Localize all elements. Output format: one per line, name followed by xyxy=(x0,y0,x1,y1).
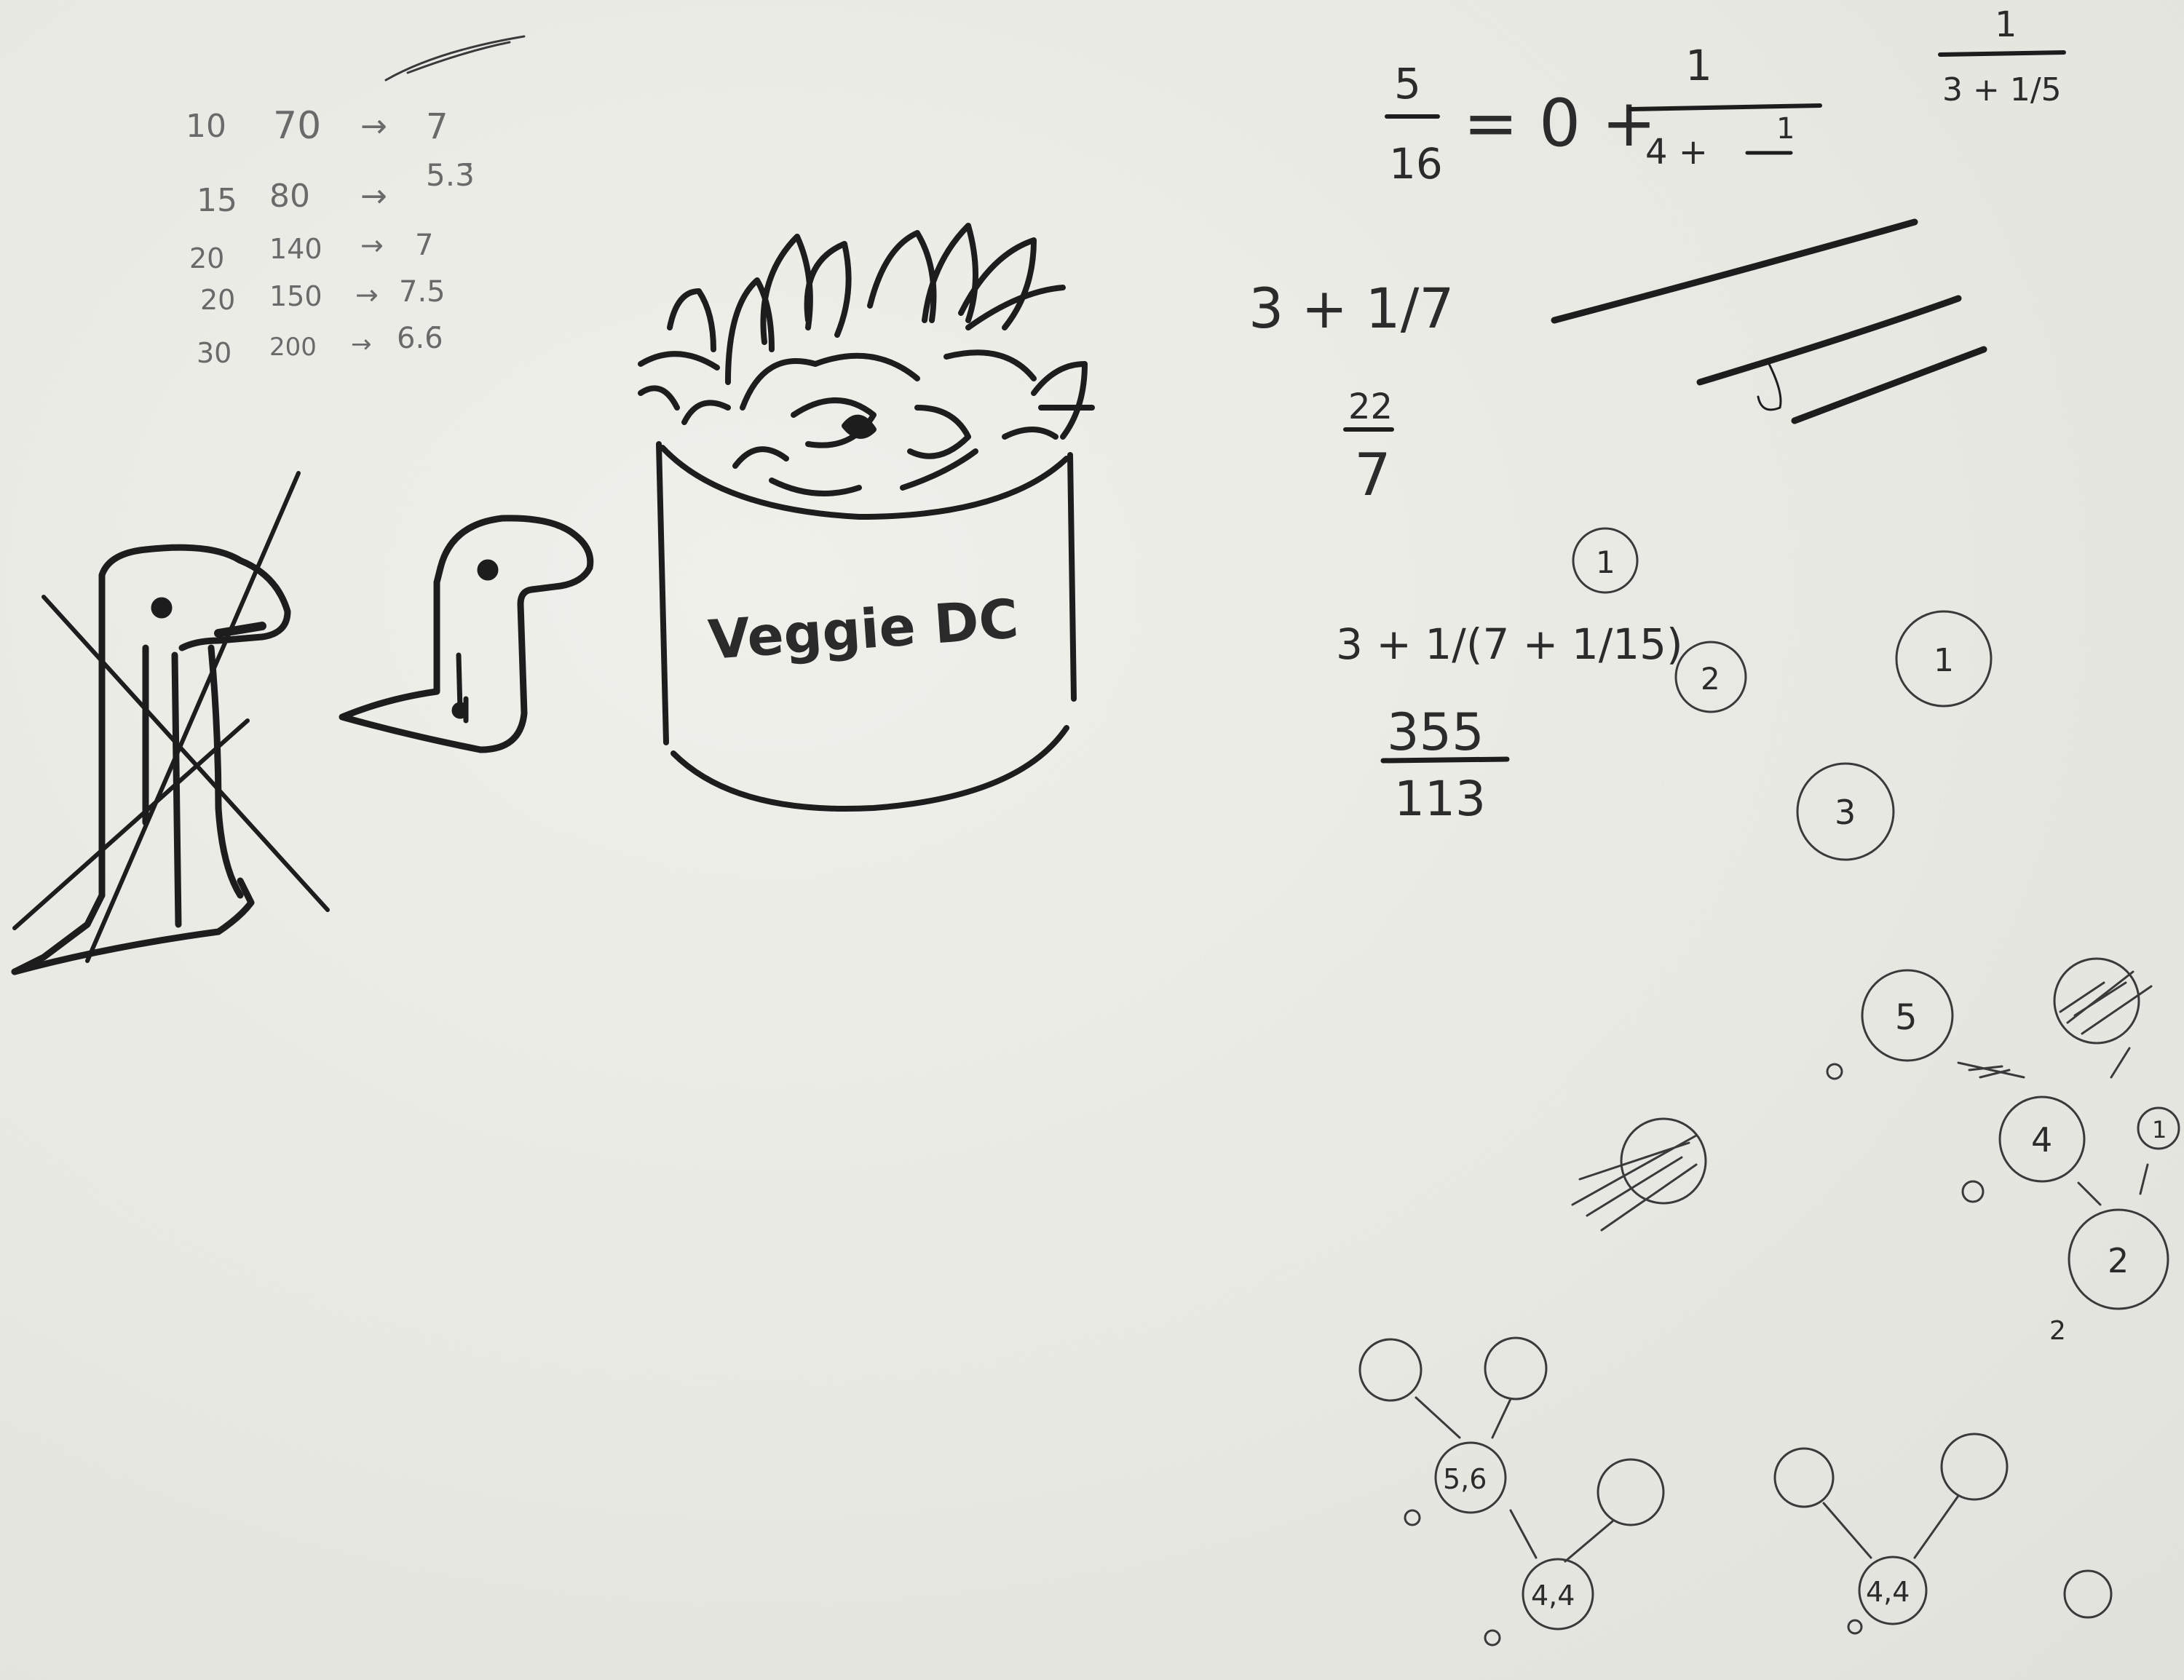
scribble xyxy=(1957,1061,2025,1079)
frac355-denominator: 113 xyxy=(1394,771,1486,827)
row-a: 20 xyxy=(189,242,224,274)
tiny-circle xyxy=(1826,1063,1843,1080)
node-label: 5 xyxy=(1895,997,1918,1038)
row-arrow: → xyxy=(351,330,372,359)
frac22-numerator: 22 xyxy=(1348,387,1393,427)
node-label: 4 xyxy=(2031,1120,2052,1160)
node: 3 xyxy=(1796,762,1895,861)
node-diagram: 1 2 1 3 5 4 1 xyxy=(1571,527,2180,1346)
approx-2: 3 + 1/(7 + 1/15) xyxy=(1336,619,1683,669)
row-b: 200 xyxy=(269,333,317,362)
node-label: 1 xyxy=(2152,1116,2167,1144)
tree-root-label: 5,6 xyxy=(1443,1463,1487,1495)
row-arrow: → xyxy=(355,279,379,311)
node-label: 2 xyxy=(1701,661,1720,697)
table-row: 20 150 → 7.5 xyxy=(200,275,446,316)
row-b: 150 xyxy=(269,280,323,312)
pi-approximations: 3 + 1/7 22 7 3 + 1/(7 + 1/15) 355 113 xyxy=(1249,276,1683,827)
cf-numerator: 1 xyxy=(1685,41,1712,90)
row-b: 70 xyxy=(273,104,321,148)
slanted-strokes xyxy=(1551,218,1987,424)
tree-root-label: 4,4 xyxy=(1866,1576,1910,1608)
topright-numerator: 1 xyxy=(1995,4,2017,45)
cf-denominator: 4 + xyxy=(1645,132,1708,173)
tree-diagram-1: 5,6 4,4 xyxy=(1358,1336,1665,1647)
row-b: 80 xyxy=(269,178,310,215)
node: 1 xyxy=(1895,610,1993,708)
row-a: 20 xyxy=(200,284,235,316)
node: 2 xyxy=(1674,641,1747,713)
pencil-scribble xyxy=(384,35,526,82)
scribbled-node xyxy=(1571,1117,1707,1232)
node: 2 xyxy=(2068,1208,2169,1310)
row-arrow: → xyxy=(360,178,387,215)
tree-root-label: 4,4 xyxy=(1531,1580,1575,1612)
crossed-out-creature-drawing xyxy=(11,471,330,975)
pencil-table: 10 70 → 7 15 80 → 5.3̄ 20 140 → 7 20 150… xyxy=(186,35,526,369)
fraction-denominator: 16 xyxy=(1389,139,1443,189)
snake-drawing xyxy=(339,515,594,753)
table-row: 15 80 → 5.3̄ xyxy=(197,157,475,219)
tiny-circle xyxy=(1961,1180,1985,1203)
frac22-denominator: 7 xyxy=(1354,441,1391,509)
equation-rhs: = 0 + xyxy=(1463,85,1656,162)
row-b: 140 xyxy=(269,233,323,265)
row-c: 7 xyxy=(415,229,433,262)
node: 1 xyxy=(2137,1106,2180,1150)
node: 5 xyxy=(1861,969,1954,1062)
table-row: 30 200 → 6.6̄ xyxy=(197,322,443,369)
node: 4 xyxy=(1998,1095,2086,1183)
row-c: 6.6̄ xyxy=(397,322,443,355)
row-arrow: → xyxy=(360,229,384,261)
node: 1 xyxy=(1572,527,1639,594)
row-c: 7 xyxy=(426,106,448,147)
node-label: 1 xyxy=(1934,642,1954,679)
row-a: 30 xyxy=(197,337,232,369)
row-arrow: → xyxy=(360,108,387,145)
frac355-numerator: 355 xyxy=(1387,702,1484,762)
continued-fraction-work: 5 16 = 0 + 1 4 + 1 1 3 + 1/5 xyxy=(1385,4,2066,189)
row-a: 15 xyxy=(197,182,237,219)
node-label: 2 xyxy=(2108,1241,2129,1280)
table-row: 10 70 → 7 xyxy=(186,104,448,148)
approx-1: 3 + 1/7 xyxy=(1249,276,1455,341)
cf-denominator-one: 1 xyxy=(1776,112,1795,146)
row-c: 7.5 xyxy=(399,275,446,309)
row-a: 10 xyxy=(186,108,226,145)
scribbled-node xyxy=(2053,957,2153,1045)
table-row: 20 140 → 7 xyxy=(189,229,433,274)
node-label: 3 xyxy=(1835,793,1856,832)
row-c: 5.3̄ xyxy=(426,157,475,193)
tree-diagram-2: 4,4 xyxy=(1773,1433,2113,1635)
node-label: 1 xyxy=(1596,544,1615,580)
fraction-numerator: 5 xyxy=(1394,59,1421,108)
topright-denominator: 3 + 1/5 xyxy=(1942,71,2062,108)
node-note: 2 xyxy=(2049,1316,2066,1346)
